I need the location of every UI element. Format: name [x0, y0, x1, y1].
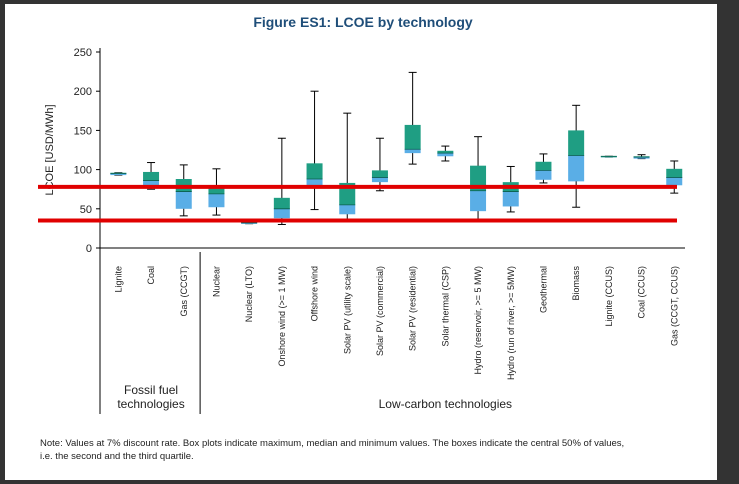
category-label: Coal	[146, 266, 156, 285]
chart-title: Figure ES1: LCOE by technology	[253, 14, 473, 30]
category-label: Nuclear (LTO)	[244, 266, 254, 322]
lower-quartile-box	[339, 204, 356, 215]
lower-quartile-box	[633, 157, 650, 159]
y-tick-label: 0	[86, 243, 92, 255]
category-label: Hydro (run of river, >= 5MW)	[506, 266, 516, 380]
y-axis-label: LCOE [USD/MWh]	[44, 104, 56, 195]
upper-quartile-box	[306, 163, 323, 180]
category-label: Nuclear	[211, 266, 221, 297]
group-label-2: Low-carbon technologies	[379, 397, 512, 411]
box-plot-15	[568, 104, 585, 208]
category-label: Gas (CCGT)	[179, 266, 189, 317]
y-tick-label: 250	[74, 47, 92, 59]
category-label: Lignite	[113, 266, 123, 293]
category-label: Lignite (CCUS)	[604, 266, 614, 327]
category-label: Solar thermal (CSP)	[440, 266, 450, 347]
lower-quartile-box	[241, 222, 258, 224]
box-plot-16	[600, 155, 617, 158]
figure-panel: Figure ES1: LCOE by technology 0 50 100 150…	[5, 4, 717, 480]
note-line-1: Note: Values at 7% discount rate. Box pl…	[40, 438, 625, 449]
upper-quartile-box	[437, 150, 454, 154]
category-label: Hydro (reservoir, >= 5 MW)	[473, 266, 483, 375]
y-tick-label: 100	[74, 165, 92, 177]
box-plot-7	[306, 90, 323, 211]
y-tick-label: 200	[74, 86, 92, 98]
lower-quartile-box	[110, 173, 127, 176]
group-label-1: technologies	[117, 397, 184, 411]
note-line-2: i.e. the second and the third quartile.	[40, 451, 194, 462]
upper-quartile-box	[666, 168, 683, 178]
lower-quartile-box	[306, 179, 323, 186]
box-plot-6	[273, 137, 290, 225]
upper-quartile-box	[143, 171, 160, 181]
box-plot-2	[143, 162, 160, 190]
box-plot-1	[110, 172, 127, 176]
box-plot-17	[633, 154, 650, 160]
upper-quartile-box	[470, 165, 487, 191]
lcoe-box-plot-chart: Figure ES1: LCOE by technology 0 50 100 150…	[38, 14, 685, 414]
upper-quartile-box	[273, 197, 290, 209]
category-label: Gas (CCGT, CCUS)	[669, 266, 679, 346]
lower-quartile-box	[535, 170, 552, 180]
lower-quartile-box	[470, 190, 487, 212]
lower-quartile-box	[502, 191, 519, 207]
box-plot-14	[535, 153, 552, 184]
box-plot-12	[470, 136, 487, 221]
lower-quartile-box	[143, 180, 160, 187]
lower-quartile-box	[437, 153, 454, 157]
box-plot-3	[175, 164, 192, 217]
lower-quartile-box	[568, 155, 585, 182]
category-label: Biomass	[571, 266, 581, 301]
category-label: Onshore wind (>= 1 MW)	[277, 266, 287, 367]
lower-quartile-box	[208, 193, 225, 208]
chart-note: Note: Values at 7% discount rate. Box pl…	[40, 437, 710, 463]
lower-quartile-box	[404, 149, 421, 154]
category-label: Offshore wind	[310, 266, 320, 321]
category-label: Solar PV (residential)	[408, 266, 418, 351]
upper-quartile-box	[404, 124, 421, 150]
group-label-1: Fossil fuel	[124, 383, 178, 397]
lower-quartile-box	[371, 177, 388, 183]
category-label: Solar PV (commercial)	[375, 266, 385, 356]
box-plot-9	[371, 137, 388, 192]
lower-quartile-box	[666, 177, 683, 186]
upper-quartile-box	[568, 130, 585, 156]
box-plot-4	[208, 168, 225, 216]
upper-quartile-box	[371, 170, 388, 178]
y-tick-label: 150	[74, 125, 92, 137]
lower-quartile-box	[273, 208, 290, 219]
box-plot-13	[502, 165, 519, 213]
box-plot-10	[404, 71, 421, 165]
category-label: Solar PV (utility scale)	[342, 266, 352, 354]
upper-quartile-box	[535, 161, 552, 171]
upper-quartile-box	[208, 188, 225, 194]
box-plot-11	[437, 145, 454, 162]
category-label: Coal (CCUS)	[637, 266, 647, 319]
upper-quartile-box	[600, 156, 617, 158]
category-label: Geothermal	[538, 266, 548, 313]
y-tick-label: 50	[80, 204, 92, 216]
lower-quartile-box	[175, 191, 192, 209]
box-plot-8	[339, 112, 356, 220]
